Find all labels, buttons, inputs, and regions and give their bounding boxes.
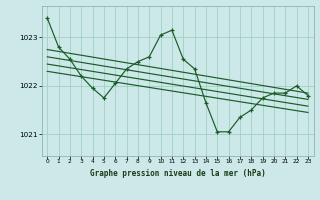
- X-axis label: Graphe pression niveau de la mer (hPa): Graphe pression niveau de la mer (hPa): [90, 169, 266, 178]
